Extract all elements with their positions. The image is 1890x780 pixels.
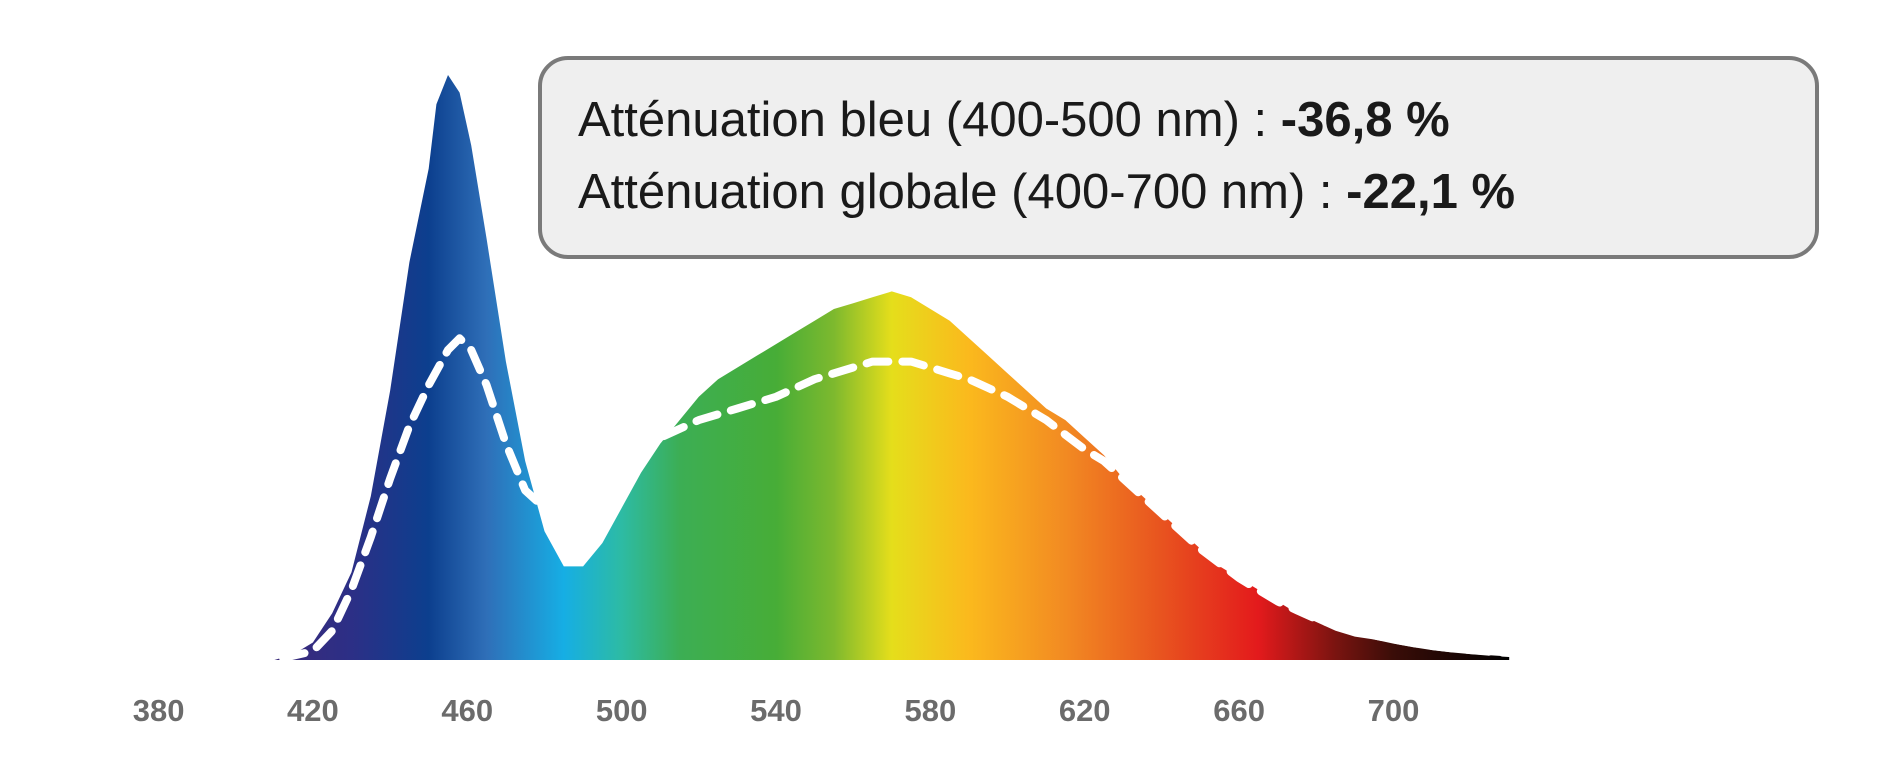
x-tick-label: 380 (133, 693, 185, 728)
global-attenuation-label: Atténuation globale (400-700 nm) : (578, 165, 1347, 219)
x-tick-label: 420 (287, 693, 339, 728)
spectrum-area (274, 75, 1510, 660)
x-tick-label: 660 (1213, 693, 1265, 728)
x-tick-label: 540 (750, 693, 802, 728)
global-attenuation-value: -22,1 % (1346, 165, 1516, 219)
blue-attenuation-value: -36,8 % (1280, 93, 1450, 147)
x-tick-label: 700 (1368, 693, 1420, 728)
x-tick-label: 500 (596, 693, 648, 728)
x-tick-label: 620 (1059, 693, 1111, 728)
x-tick-label: 580 (905, 693, 957, 728)
global-attenuation-line: Atténuation globale (400-700 nm) : -22,1… (578, 156, 1815, 228)
attenuated-spectrum-line (135, 334, 1514, 664)
blue-attenuation-label: Atténuation bleu (400-500 nm) : (578, 93, 1281, 147)
blue-attenuation-line: Atténuation bleu (400-500 nm) : -36,8 % (578, 84, 1815, 156)
attenuation-info-box: Atténuation bleu (400-500 nm) : -36,8 % … (538, 56, 1819, 259)
x-tick-label: 460 (441, 693, 493, 728)
